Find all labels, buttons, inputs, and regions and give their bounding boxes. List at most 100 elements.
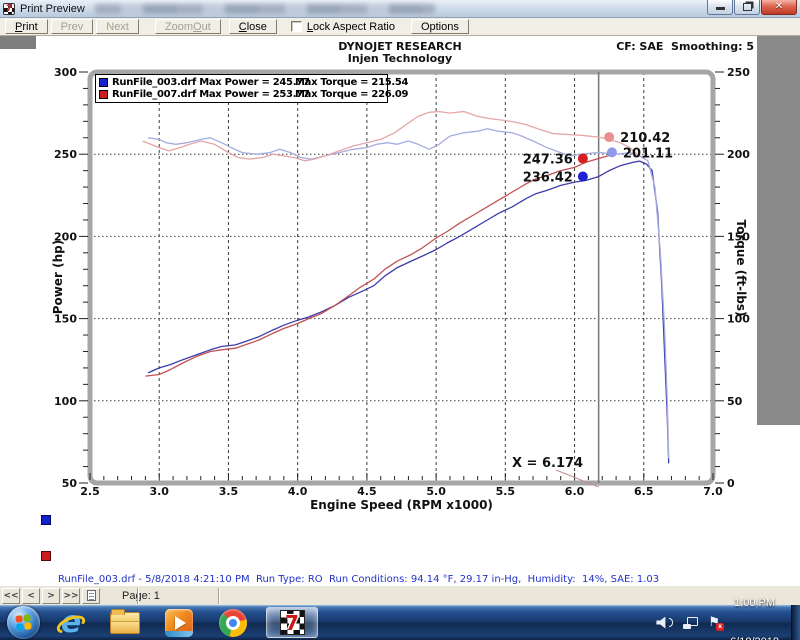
status-bar: << < > >> Page: 1 (0, 585, 800, 605)
svg-text:Power (hp): Power (hp) (51, 240, 65, 314)
run-color-swatch-red (41, 551, 51, 561)
chrome-button[interactable] (216, 607, 250, 639)
preview-gray-margin (757, 36, 800, 425)
svg-text:100: 100 (54, 395, 77, 408)
svg-text:0: 0 (727, 477, 735, 490)
taskbar-icons: e (54, 605, 250, 640)
winpep7-taskbar-button[interactable]: 7 (266, 607, 318, 638)
cursor-x-readout: X = 6.174 (512, 456, 584, 471)
legend-name-power: RunFile_003.drf Max Power = 245.77 (112, 77, 310, 88)
page-indicator: Page: 1 (122, 589, 160, 602)
svg-text:150: 150 (54, 313, 77, 326)
chart-subtitle: Injen Technology (347, 52, 453, 65)
next-button[interactable]: Next (96, 19, 139, 34)
svg-text:300: 300 (54, 66, 77, 79)
minimize-button[interactable] (707, 0, 733, 15)
window-title: Print Preview (20, 2, 85, 15)
svg-text:200: 200 (54, 230, 77, 243)
svg-text:5.0: 5.0 (426, 485, 446, 498)
alert-badge-icon: x (716, 623, 725, 631)
lock-aspect-checkbox[interactable] (290, 21, 302, 32)
tray-time: 1:00 PM (734, 596, 776, 609)
run-details: RunFile_003.drf - 5/8/2018 4:21:10 PM Ru… (58, 574, 660, 585)
chart-title: DYNOJET RESEARCH (338, 40, 462, 53)
svg-text:4.0: 4.0 (288, 485, 308, 498)
svg-text:3.5: 3.5 (219, 485, 239, 498)
svg-text:247.36: 247.36 (523, 153, 573, 168)
svg-text:250: 250 (54, 148, 77, 161)
play-icon (175, 615, 186, 630)
statusbar-separator (137, 588, 139, 604)
lock-aspect-label: Lock Aspect Ratio (306, 20, 395, 33)
start-button[interactable] (7, 606, 40, 639)
media-player-icon (165, 608, 193, 637)
chrome-icon (219, 608, 247, 637)
speaker-wave-icon (669, 618, 674, 627)
network-button[interactable] (683, 616, 699, 629)
svg-text:5.5: 5.5 (496, 485, 516, 498)
speaker-icon (656, 616, 666, 629)
svg-text:236.42: 236.42 (523, 171, 573, 186)
legend-row-intake: RunFile_007.drf Max Power = 253.77 Max T… (99, 89, 409, 100)
svg-text:6.0: 6.0 (565, 485, 585, 498)
file-explorer-button[interactable] (108, 607, 142, 639)
close-window-button[interactable]: ✕ (761, 0, 797, 15)
lock-aspect-group: Lock Aspect Ratio (290, 20, 395, 33)
page-nav-prev[interactable]: < (22, 587, 40, 604)
app-icon: 7 (3, 2, 15, 15)
svg-text:100: 100 (727, 313, 750, 326)
taskbar: e 7 ⚑x 1:00 PM 6/18/2 (0, 597, 800, 640)
volume-button[interactable] (656, 616, 674, 629)
close-icon: ✕ (774, 0, 784, 12)
internet-explorer-icon: e (60, 605, 82, 640)
show-desktop-button[interactable] (791, 605, 800, 640)
media-player-button[interactable] (162, 607, 196, 639)
legend-swatch-red (99, 90, 108, 99)
system-tray: ⚑x 1:00 PM 6/18/2018 (656, 571, 785, 640)
svg-text:200: 200 (727, 148, 750, 161)
winpep7-icon: 7 (279, 610, 305, 635)
svg-text:201.11: 201.11 (623, 146, 673, 161)
internet-explorer-button[interactable]: e (54, 605, 88, 640)
page-nav-first[interactable]: << (2, 587, 20, 604)
svg-text:Torque (ft-lbs): Torque (ft-lbs) (734, 220, 748, 317)
page-nav-last[interactable]: >> (62, 587, 80, 604)
folder-icon (110, 608, 140, 634)
redacted-filename-text (94, 3, 435, 14)
preview-page: 300 250 200 150 100 50 250 200 150 100 50 0 2.5 3.0 3.… (0, 36, 800, 621)
maximize-button[interactable] (734, 0, 760, 15)
svg-text:Engine Speed (RPM x1000): Engine Speed (RPM x1000) (310, 498, 493, 512)
svg-text:2.5: 2.5 (80, 485, 100, 498)
legend-name-power: RunFile_007.drf Max Power = 253.77 (112, 89, 310, 100)
clock[interactable]: 1:00 PM 6/18/2018 (730, 571, 779, 640)
page-nav-buttons: << < > >> (0, 587, 80, 604)
tray-date: 6/18/2018 (730, 636, 779, 640)
legend-torque: Max Torque = 226.09 (295, 89, 409, 100)
svg-text:50: 50 (62, 477, 78, 490)
page-thumbnail-button[interactable] (82, 587, 100, 604)
legend-torque: Max Torque = 215.54 (295, 77, 409, 88)
action-center-button[interactable]: ⚑ x (708, 616, 725, 631)
windows-logo-icon (15, 614, 32, 631)
svg-text:210.42: 210.42 (620, 131, 670, 146)
window-titlebar: 7 Print Preview ✕ (0, 0, 800, 18)
legend-row-baseline: RunFile_003.drf Max Power = 245.77 Max T… (99, 77, 409, 88)
statusbar-separator (218, 588, 220, 604)
svg-text:7.0: 7.0 (703, 485, 723, 498)
prev-button[interactable]: Prev (50, 19, 94, 34)
dyno-chart: 300 250 200 150 100 50 250 200 150 100 50 0 2.5 3.0 3.… (51, 66, 750, 512)
options-button[interactable]: Options (410, 19, 469, 34)
legend-swatch-blue (99, 78, 108, 87)
window-controls: ✕ (706, 0, 797, 18)
correction-factor-note: CF: SAE Smoothing: 5 (616, 40, 754, 53)
run-color-swatch-blue (41, 515, 51, 525)
svg-text:6.5: 6.5 (634, 485, 654, 498)
page-nav-next[interactable]: > (42, 587, 60, 604)
preview-gray-corner (0, 36, 36, 49)
